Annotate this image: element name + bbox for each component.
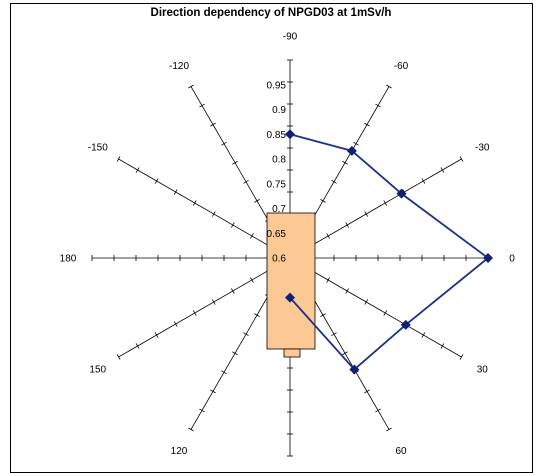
radial-tick-label: 0.65 [267,229,287,240]
axis-labels: 0-30-60-90-120-1501801501209060300.60.65… [60,32,516,469]
radial-tick-label: 0.7 [272,204,286,215]
spoke-tick [250,277,254,283]
detector-shape [266,212,316,358]
spoke-tick [342,351,348,356]
data-point [400,319,411,330]
spoke-tick [331,332,337,337]
spoke-tick [386,427,392,432]
spoke-tick [116,156,121,162]
spoke-tick [210,122,216,127]
spoke-tick [210,389,216,394]
radial-tick-label: 0.8 [272,155,286,166]
spoke-tick [135,167,140,173]
radial-tick-label: 0.75 [267,179,287,190]
spoke-tick [230,222,235,228]
spoke-tick [211,299,216,305]
detector-body [266,212,316,350]
spoke-tick [375,408,381,413]
data-point [285,129,295,140]
spoke-tick [459,156,464,162]
spoke-tick [364,122,370,127]
spoke-tick [342,160,348,165]
radial-tick-label: 0.85 [267,130,287,141]
spoke-tick [188,427,194,432]
data-point [285,292,295,303]
angle-label: 60 [395,446,407,457]
spoke-tick [173,189,178,195]
angle-label: 30 [477,365,489,376]
spoke-330 [289,158,462,259]
detector-connector [283,348,301,358]
angle-label: 180 [60,254,77,265]
data-series [285,129,493,375]
spoke-tick [243,332,249,337]
spoke-tick [459,354,464,360]
spoke-tick [345,222,350,228]
spoke-tick [345,288,350,294]
spoke-tick [320,198,326,203]
angle-label: 0 [509,254,515,265]
angle-label: -30 [475,143,490,154]
data-point [483,253,493,263]
spoke-tick [192,200,197,206]
angle-label: -90 [283,32,298,43]
spoke-tick [320,313,326,318]
spoke-tick [353,141,359,146]
spoke-tick [192,310,197,316]
spoke-tick [364,299,369,305]
spoke-tick [326,277,330,283]
series-line [289,133,490,371]
chart-title: Direction dependency of NPGD03 at 1mSv/h [150,7,392,19]
spoke-210 [118,158,291,259]
spoke-tick [326,233,330,239]
spoke-tick [154,178,159,184]
spoke-tick [243,179,249,184]
spoke-tick [232,351,238,356]
spoke-tick [173,321,178,327]
spoke-tick [154,332,159,338]
angle-label: -120 [169,61,189,72]
spoke-tick [375,103,381,108]
angle-label: 150 [89,365,106,376]
angle-label: -60 [394,61,409,72]
spoke-tick [440,343,445,349]
spoke-tick [386,84,392,89]
spoke-tick [116,354,121,360]
spoke-tick [221,370,227,375]
spoke-tick [383,310,388,316]
data-point [396,188,407,199]
spoke-tick [250,233,254,239]
spoke-tick [364,389,370,394]
spoke-tick [188,84,194,89]
spoke-tick [440,167,445,173]
spoke-30 [289,257,462,358]
spoke-tick [421,332,426,338]
spoke-tick [254,313,260,318]
spoke-tick [383,200,388,206]
spoke-tick [331,179,337,184]
radial-tick-label: 0.95 [267,80,287,91]
angle-label: 120 [171,446,188,457]
angle-label: -150 [88,143,108,154]
spoke-tick [199,408,205,413]
spoke-tick [232,160,238,165]
radial-tick-label: 0.9 [272,105,286,116]
spoke-tick [230,288,235,294]
spoke-tick [135,343,140,349]
spoke-tick [254,198,260,203]
spoke-tick [199,103,205,108]
spoke-tick [211,211,216,217]
radial-tick-label: 0.6 [272,254,286,265]
data-point [349,364,360,375]
spoke-tick [364,211,369,217]
spoke-150 [118,257,291,358]
data-point [346,145,357,156]
spoke-tick [421,178,426,184]
spoke-tick [221,141,227,146]
